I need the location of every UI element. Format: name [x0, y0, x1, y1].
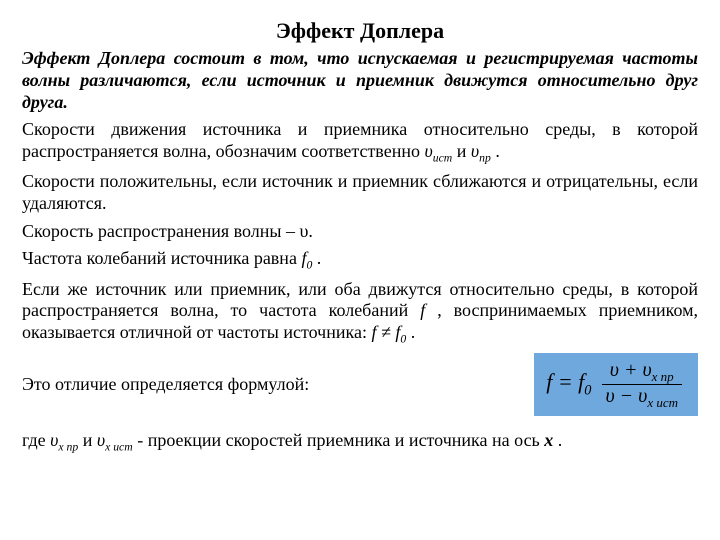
- term-doppler: Эффект Доплера: [22, 48, 165, 68]
- speeds-text: Скорости движения источника и приемника …: [22, 119, 698, 161]
- v-pr-sub: пр: [479, 151, 491, 164]
- formula-row: Это отличие определяется формулой: f = f…: [22, 353, 698, 417]
- x-axis-symbol: x: [544, 430, 553, 450]
- formula-lhs: f = f0: [546, 369, 591, 400]
- f-symbol: f: [420, 300, 425, 320]
- den-sub: x ист: [647, 395, 678, 410]
- vxist-symbol: υ: [97, 430, 105, 450]
- f0-sub: 0: [306, 259, 312, 272]
- vxpr-sub: x пр: [58, 441, 78, 454]
- receiver-freq-paragraph: Если же источник или приемник, или оба д…: [22, 279, 698, 347]
- page-title: Эффект Доплера: [22, 18, 698, 44]
- projection-text: - проекции скоростей приемника и источни…: [137, 430, 544, 450]
- end-dot: .: [495, 141, 500, 161]
- end-dot: .: [317, 248, 322, 268]
- neq-expr: f ≠ f: [371, 322, 400, 342]
- and-text: и: [457, 141, 471, 161]
- den-text: υ − υ: [605, 385, 647, 407]
- end-dot: .: [411, 322, 416, 342]
- doppler-formula: f = f0 υ + υx пр υ − υx ист: [534, 353, 698, 417]
- v-ist-symbol: υ: [424, 141, 432, 161]
- definition-paragraph: Эффект Доплера состоит в том, что испуск…: [22, 48, 698, 113]
- end-dot: .: [558, 430, 563, 450]
- neq-sub: 0: [400, 333, 406, 346]
- source-freq-paragraph: Частота колебаний источника равна f0 .: [22, 248, 698, 273]
- where-paragraph: где υx пр и υx ист - проекции скоростей …: [22, 430, 698, 455]
- formula-label: Это отличие определяется формулой:: [22, 374, 309, 396]
- v-ist-sub: ист: [433, 151, 452, 164]
- source-freq-text: Частота колебаний источника равна: [22, 248, 301, 268]
- formula-fraction: υ + υx пр υ − υx ист: [597, 359, 686, 411]
- lhs-text: f = f: [546, 369, 584, 394]
- fraction-denominator: υ − υx ист: [597, 385, 686, 410]
- sign-paragraph: Скорости положительны, если источник и п…: [22, 171, 698, 214]
- fraction-numerator: υ + υx пр: [602, 359, 682, 385]
- speeds-paragraph: Скорости движения источника и приемника …: [22, 119, 698, 165]
- where-text: где: [22, 430, 50, 450]
- v-pr-symbol: υ: [471, 141, 479, 161]
- vxist-sub: x ист: [105, 441, 133, 454]
- num-text: υ + υ: [610, 359, 652, 381]
- num-sub: x пр: [652, 369, 674, 384]
- lhs-sub: 0: [584, 383, 591, 399]
- wave-speed-paragraph: Скорость распространения волны – υ.: [22, 221, 698, 243]
- and-text-2: и: [83, 430, 97, 450]
